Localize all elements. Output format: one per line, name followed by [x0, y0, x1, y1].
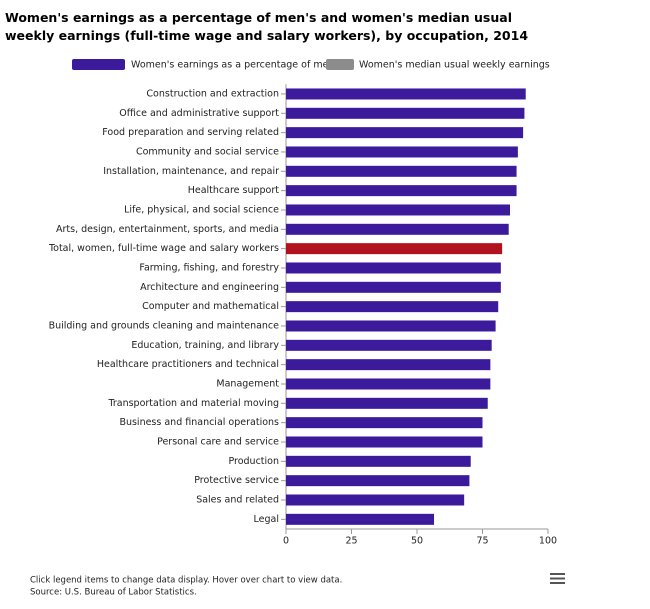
y-tick-label: Food preparation and serving related — [102, 127, 279, 138]
chart-title: Women's earnings as a percentage of men'… — [5, 10, 529, 43]
bar — [286, 320, 496, 332]
bar — [286, 223, 509, 235]
legend-label[interactable]: Women's median usual weekly earnings — [359, 60, 550, 71]
bar — [286, 107, 525, 119]
bar — [286, 475, 470, 487]
x-tick-label: 100 — [539, 536, 557, 547]
y-tick-label: Life, physical, and social science — [124, 204, 279, 215]
legend-swatch[interactable] — [326, 59, 354, 70]
y-tick-label: Office and administrative support — [119, 108, 279, 119]
y-tick-label: Building and grounds cleaning and mainte… — [49, 320, 280, 331]
bar — [286, 88, 526, 100]
bar — [286, 417, 483, 429]
y-tick-label: Business and financial operations — [119, 417, 279, 428]
bar — [286, 339, 492, 351]
y-tick-label: Legal — [254, 514, 279, 525]
y-tick-label: Community and social service — [136, 146, 279, 157]
bar — [286, 146, 518, 158]
menu-line — [550, 582, 565, 584]
note: Click legend items to change data displa… — [30, 576, 342, 586]
y-tick-label: Construction and extraction — [146, 88, 279, 99]
source: Source: U.S. Bureau of Labor Statistics. — [30, 588, 197, 598]
bar — [286, 378, 491, 390]
bar — [286, 281, 501, 293]
x-tick-label: 75 — [476, 536, 488, 547]
y-tick-label: Installation, maintenance, and repair — [103, 166, 279, 177]
y-tick-label: Farming, fishing, and forestry — [139, 262, 279, 273]
bar — [286, 397, 488, 409]
bar — [286, 185, 517, 197]
bar — [286, 494, 465, 506]
menu-line — [550, 577, 565, 580]
bar — [286, 262, 501, 274]
bar — [286, 436, 483, 448]
y-tick-label: Transportation and material moving — [107, 398, 279, 409]
y-tick-label: Management — [216, 378, 279, 389]
menu-icon[interactable] — [550, 573, 565, 584]
bar — [286, 513, 435, 525]
y-tick-label: Healthcare practitioners and technical — [97, 359, 279, 370]
x-tick-label: 0 — [283, 536, 289, 547]
bar — [286, 127, 524, 139]
y-tick-label: Sales and related — [196, 494, 279, 505]
y-tick-label: Personal care and service — [157, 436, 279, 447]
x-tick-label: 25 — [345, 536, 357, 547]
y-tick-label: Arts, design, entertainment, sports, and… — [56, 224, 279, 235]
y-tick-label: Architecture and engineering — [140, 282, 279, 293]
bar — [286, 165, 517, 177]
bar — [286, 243, 503, 255]
bar — [286, 455, 471, 467]
y-tick-label: Healthcare support — [188, 185, 280, 196]
legend-swatch[interactable] — [72, 59, 125, 70]
y-tick-label: Total, women, full-time wage and salary … — [48, 243, 279, 254]
y-tick-label: Computer and mathematical — [142, 301, 279, 312]
y-tick-label: Production — [228, 456, 279, 467]
bar — [286, 359, 491, 371]
menu-line — [550, 573, 565, 575]
y-tick-label: Education, training, and library — [131, 340, 279, 351]
bar — [286, 204, 511, 216]
legend-label[interactable]: Women's earnings as a percentage of men'… — [131, 60, 342, 71]
x-tick-label: 50 — [411, 536, 423, 547]
y-tick-label: Protective service — [194, 475, 279, 486]
bar — [286, 301, 499, 313]
